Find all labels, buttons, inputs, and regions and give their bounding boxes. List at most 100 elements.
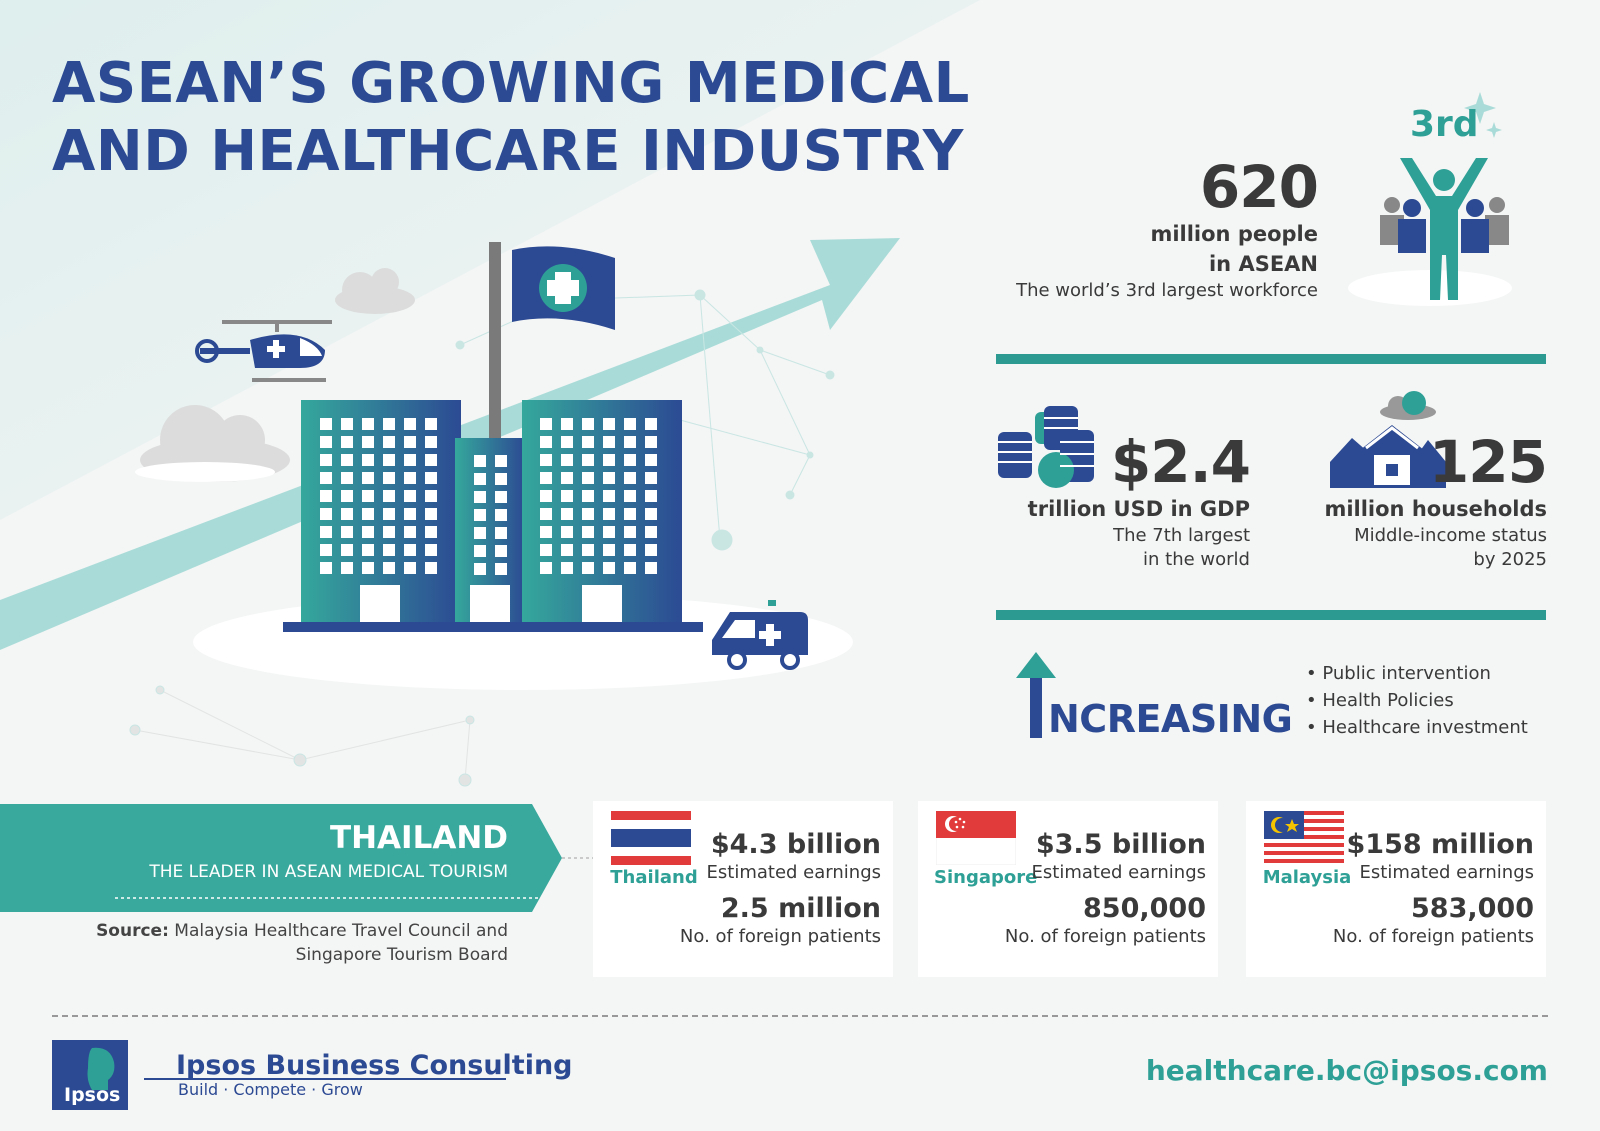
country-name: Malaysia [1262,867,1352,888]
hospital-building-icon [283,400,703,632]
window [383,544,395,556]
patients-value: 583,000 [1411,893,1534,924]
window [582,436,594,448]
window [362,544,374,556]
list-item: Public intervention [1306,660,1528,687]
company-name: Ipsos Business Consulting [176,1050,573,1081]
window [383,436,395,448]
window [474,491,486,503]
source-line-1: Malaysia Healthcare Travel Council and [174,921,508,941]
network-pattern [129,289,835,787]
window [561,472,573,484]
population-label-1: million people [1150,222,1318,246]
window [341,508,353,520]
door [360,585,400,622]
window [603,544,615,556]
window [341,526,353,538]
list-item: Health Policies [1306,687,1528,714]
patients-value: 2.5 million [720,893,881,924]
source-label: Source: [96,921,169,941]
window [582,454,594,466]
company-tagline: Build · Compete · Grow [178,1080,363,1099]
patients-value: 850,000 [1083,893,1206,924]
flag-pole [489,242,501,442]
window [645,508,657,520]
contact-email[interactable]: healthcare.bc@ipsos.com [1145,1054,1548,1087]
window [645,544,657,556]
list-item: Healthcare investment [1306,714,1527,741]
window [624,526,636,538]
window [624,562,636,574]
gdp-value: $2.4 [1110,428,1251,496]
window [404,418,416,430]
window [404,472,416,484]
banner-subtitle: THE LEADER IN ASEAN MEDICAL TOURISM [149,862,508,882]
gdp-note-2: in the world [1143,549,1250,570]
ambulance-icon [712,600,808,670]
window [561,562,573,574]
window [341,490,353,502]
window [362,454,374,466]
window [341,544,353,556]
window [474,509,486,521]
window [645,418,657,430]
workforce-people-icon [1380,158,1509,300]
window [404,526,416,538]
window [624,436,636,448]
country-stats: $158 million Estimated earnings 583,000 … [1333,829,1534,949]
window [582,526,594,538]
window [362,472,374,484]
window [603,418,615,430]
window [320,544,332,556]
coins-icon [998,406,1094,488]
window [582,472,594,484]
country-card-singapore: Singapore $3.5 billion Estimated earning… [918,801,1218,977]
window [495,545,507,557]
company-underline [144,1078,506,1080]
window [540,508,552,520]
window [425,472,437,484]
window [645,526,657,538]
cloud-icon [335,268,415,314]
divider [996,610,1546,620]
patients-label: No. of foreign patients [679,926,881,947]
gdp-note-1: The 7th largest [1113,525,1250,546]
patients-label: No. of foreign patients [1004,926,1206,947]
window [624,472,636,484]
window [603,436,615,448]
window [495,509,507,521]
door [582,585,622,622]
window [582,508,594,520]
singapore-flag-icon [936,811,1016,865]
households-note-1: Middle-income status [1354,525,1547,546]
window [603,490,615,502]
sparkle-icon [1464,92,1502,138]
window [383,562,395,574]
window [320,562,332,574]
window [582,490,594,502]
gdp-label: trillion USD in GDP [1027,497,1250,521]
helicopter-icon [195,320,332,382]
population-note: The world’s 3rd largest workforce [1016,280,1318,301]
country-stats: $4.3 billion Estimated earnings 2.5 mill… [680,829,881,949]
window [341,472,353,484]
window [582,544,594,556]
window [603,562,615,574]
cloud-icon [135,405,290,482]
window [474,527,486,539]
window [474,473,486,485]
house-icon [1330,391,1446,488]
window [383,418,395,430]
window [561,454,573,466]
page-title: ASEAN’S GROWING MEDICAL AND HEALTHCARE I… [52,50,970,186]
window [320,472,332,484]
earnings-label: Estimated earnings [706,862,881,883]
window [425,418,437,430]
window [320,490,332,502]
window [561,544,573,556]
window [495,527,507,539]
earnings-value: $3.5 billion [1035,829,1206,860]
earnings-label: Estimated earnings [1031,862,1206,883]
earnings-value: $158 million [1346,829,1534,860]
medical-flag-icon [512,246,615,330]
